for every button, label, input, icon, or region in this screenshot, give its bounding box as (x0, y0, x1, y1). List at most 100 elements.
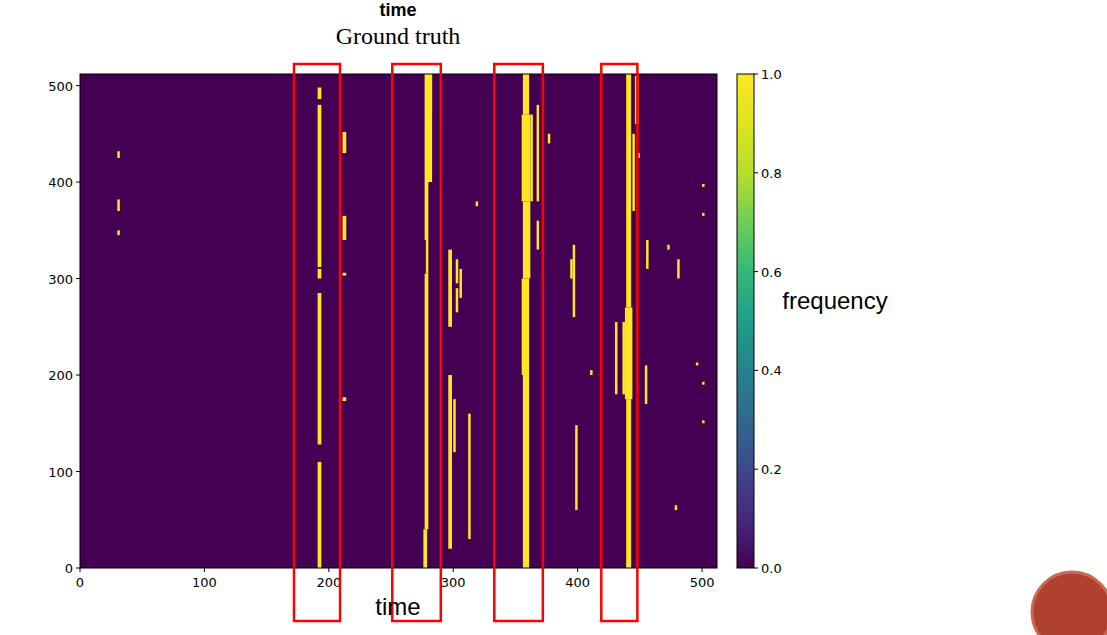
segment (702, 420, 704, 423)
segment (453, 399, 455, 452)
y-tick (76, 278, 80, 279)
plot-background (80, 74, 717, 568)
segment (425, 274, 429, 530)
colorbar-tick-label: 0.6 (761, 265, 782, 280)
segment (343, 216, 347, 240)
highlight-box (601, 64, 637, 621)
segment (523, 375, 529, 568)
segment (702, 213, 704, 216)
segment (590, 370, 592, 375)
segment (626, 399, 631, 568)
segment (318, 293, 322, 444)
segment (459, 269, 461, 298)
y-tick (76, 375, 80, 376)
y-tick-label: 300 (48, 272, 73, 287)
segment (696, 362, 698, 365)
segment (448, 250, 452, 327)
segment (456, 259, 458, 283)
segment (523, 201, 530, 278)
segment (427, 74, 432, 182)
segment (645, 365, 647, 404)
top-label: time (379, 0, 416, 20)
segment (343, 132, 347, 153)
x-tick-label: 200 (316, 575, 341, 590)
segment (426, 240, 428, 274)
segment (117, 230, 119, 235)
segment (522, 279, 529, 375)
segment (677, 259, 679, 278)
colorbar-tick (754, 271, 758, 272)
x-tick (702, 568, 703, 572)
y-tick (76, 568, 80, 569)
segment (573, 245, 575, 317)
segment (537, 105, 539, 201)
segment (570, 259, 572, 278)
y-tick-label: 100 (48, 465, 73, 480)
colorbar-tick (754, 370, 758, 371)
y-tick-label: 400 (48, 175, 73, 190)
segment (343, 273, 347, 276)
segment (537, 221, 539, 250)
segment (622, 322, 624, 394)
segment (117, 199, 119, 211)
segment (632, 134, 634, 211)
x-tick (204, 568, 205, 572)
x-tick-label: 400 (565, 575, 590, 590)
segment (702, 382, 704, 385)
y-tick (76, 471, 80, 472)
segment (675, 505, 677, 510)
y-tick (76, 85, 80, 86)
title: Ground truth (336, 23, 461, 49)
segment (117, 151, 119, 158)
colorbar-tick-label: 1.0 (761, 67, 782, 82)
colorbar (737, 74, 754, 568)
segment (423, 529, 427, 568)
segment (522, 115, 531, 202)
segment (318, 105, 322, 267)
colorbar-tick-label: 0.2 (761, 462, 782, 477)
highlight-box (494, 64, 543, 621)
segment (448, 375, 452, 549)
segment (318, 88, 322, 100)
colorbar-tick-label: 0.8 (761, 166, 782, 181)
segment (318, 462, 322, 568)
highlight-box (294, 64, 340, 621)
y-label: frequency (782, 287, 887, 314)
x-tick-label: 0 (76, 575, 84, 590)
segment (456, 288, 458, 312)
segment (318, 269, 322, 279)
segment (468, 414, 470, 539)
segment (476, 201, 478, 206)
x-tick-label: 300 (441, 575, 466, 590)
y-tick-label: 200 (48, 368, 73, 383)
x-tick (80, 568, 81, 572)
segment (667, 245, 669, 250)
cells (117, 74, 704, 568)
y-tick-label: 0 (65, 561, 73, 576)
logo (1032, 572, 1107, 635)
segment (702, 184, 704, 187)
frame (80, 74, 717, 568)
segment (548, 134, 550, 144)
colorbar-tick-label: 0.4 (761, 363, 782, 378)
segment (575, 425, 577, 510)
x-tick-label: 100 (192, 575, 217, 590)
colorbar-tick (754, 469, 758, 470)
x-tick-label: 500 (690, 575, 715, 590)
x-tick (328, 568, 329, 572)
segment (530, 115, 532, 202)
x-tick (453, 568, 454, 572)
colorbar-tick (754, 568, 758, 569)
segment (615, 322, 617, 394)
highlight-box (392, 64, 441, 621)
colorbar-tick-label: 0.0 (761, 561, 782, 576)
y-tick (76, 182, 80, 183)
segment (343, 397, 347, 401)
segment (523, 74, 529, 115)
colorbar-tick (754, 172, 758, 173)
segment (626, 74, 631, 307)
segment (625, 307, 632, 399)
x-label: time (375, 593, 420, 620)
segment (428, 74, 432, 115)
y-tick-label: 500 (48, 79, 73, 94)
